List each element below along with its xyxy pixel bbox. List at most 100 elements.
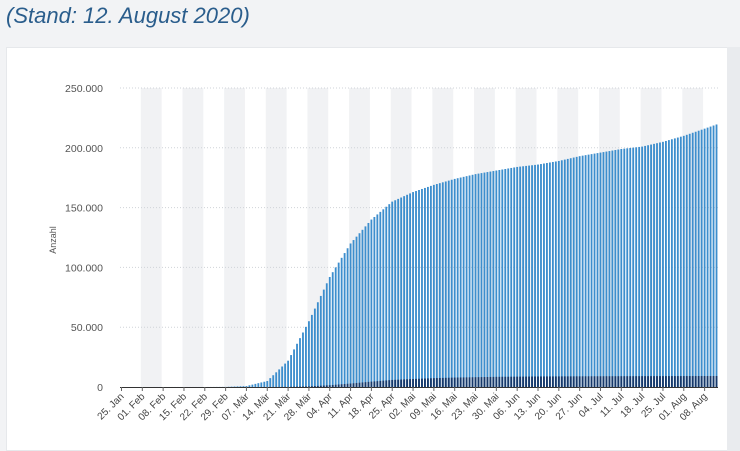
- y-axis-ticks: 0 50.000 100.000 150.000 200.000 250.000: [65, 83, 103, 394]
- bar-cases: [245, 386, 248, 387]
- bar-cases: [418, 190, 420, 387]
- bar-cases: [498, 170, 501, 387]
- bar-deaths: [486, 376, 489, 387]
- bar-cases: [584, 155, 587, 387]
- bar-deaths: [608, 376, 611, 387]
- background-band: [224, 88, 245, 387]
- bar-cases: [495, 170, 498, 387]
- y-axis-label: Anzahl: [48, 226, 58, 254]
- bar-deaths: [554, 376, 557, 387]
- bar-deaths: [406, 379, 409, 387]
- bar-cases: [587, 154, 590, 387]
- bar-deaths: [584, 376, 587, 387]
- bar-cases: [313, 308, 316, 387]
- bar-cases: [665, 140, 667, 387]
- series-cases: [129, 124, 718, 388]
- bar-cases: [697, 130, 700, 387]
- bar-cases: [334, 267, 337, 387]
- bar-cases: [284, 363, 287, 387]
- bar-cases: [427, 186, 429, 387]
- bar-deaths: [409, 379, 411, 387]
- bar-deaths: [453, 377, 456, 387]
- bar-cases: [569, 158, 572, 387]
- y-tick-label: 0: [97, 382, 103, 394]
- bar-deaths: [590, 376, 593, 387]
- bar-deaths: [673, 376, 676, 387]
- bar-cases: [483, 172, 486, 387]
- bar-deaths: [385, 380, 388, 387]
- bar-cases: [650, 144, 652, 387]
- bar-cases: [563, 159, 566, 387]
- bar-cases: [673, 138, 676, 387]
- bar-deaths: [388, 380, 391, 387]
- bar-cases: [382, 209, 385, 387]
- bar-deaths: [334, 384, 337, 387]
- bar-cases: [670, 139, 673, 387]
- bar-deaths: [340, 384, 343, 387]
- bar-cases: [322, 289, 325, 387]
- y-tick-label: 100.000: [65, 262, 103, 274]
- bar-deaths: [605, 376, 608, 387]
- bar-cases: [632, 147, 635, 387]
- bar-cases: [260, 382, 263, 387]
- bar-cases: [626, 148, 629, 387]
- bar-deaths: [364, 382, 367, 387]
- bar-deaths: [427, 378, 429, 387]
- bar-cases: [519, 166, 522, 387]
- bar-deaths: [391, 379, 394, 387]
- bar-deaths: [557, 376, 560, 387]
- bar-cases: [242, 386, 245, 387]
- bar-deaths: [471, 377, 474, 387]
- bar-deaths: [578, 376, 581, 387]
- bar-cases: [560, 160, 563, 387]
- bar-cases: [361, 229, 364, 387]
- bar-cases: [531, 165, 533, 387]
- bar-deaths: [656, 376, 658, 387]
- bar-cases: [596, 153, 599, 387]
- bar-deaths: [516, 376, 519, 387]
- bar-cases: [456, 178, 459, 387]
- bar-deaths: [305, 386, 307, 387]
- bar-cases: [501, 169, 504, 387]
- bar-deaths: [569, 376, 572, 387]
- bar-deaths: [376, 381, 379, 387]
- bar-deaths: [650, 376, 652, 387]
- bar-deaths: [421, 378, 423, 387]
- bar-cases: [248, 385, 251, 387]
- bar-deaths: [367, 381, 370, 387]
- bar-deaths: [412, 378, 414, 387]
- bar-deaths: [596, 376, 599, 387]
- bar-cases: [444, 181, 447, 387]
- bar-cases: [305, 326, 307, 387]
- bar-deaths: [355, 382, 358, 387]
- bar-cases: [590, 154, 593, 387]
- bar-cases: [709, 126, 712, 387]
- bar-deaths: [394, 379, 397, 387]
- bar-deaths: [614, 376, 617, 387]
- bar-cases: [540, 164, 542, 387]
- bar-deaths: [498, 376, 501, 387]
- bar-cases: [516, 166, 519, 387]
- bar-deaths: [504, 376, 507, 387]
- bar-cases: [293, 349, 295, 387]
- bar-cases: [391, 201, 394, 387]
- bar-deaths: [638, 376, 641, 387]
- bar-cases: [432, 184, 435, 387]
- bar-cases: [489, 171, 492, 387]
- bar-cases: [694, 131, 697, 387]
- bar-deaths: [513, 376, 516, 387]
- bar-cases: [435, 184, 438, 387]
- bar-cases: [480, 173, 483, 387]
- bar-deaths: [328, 385, 331, 387]
- bar-deaths: [644, 376, 647, 387]
- bar-cases: [477, 173, 480, 387]
- bar-deaths: [361, 382, 364, 387]
- bar-cases: [346, 248, 349, 387]
- bar-cases: [566, 158, 569, 387]
- bar-cases: [421, 188, 423, 387]
- bar-cases: [239, 386, 242, 387]
- bar-cases: [635, 147, 638, 387]
- background-band: [182, 88, 204, 387]
